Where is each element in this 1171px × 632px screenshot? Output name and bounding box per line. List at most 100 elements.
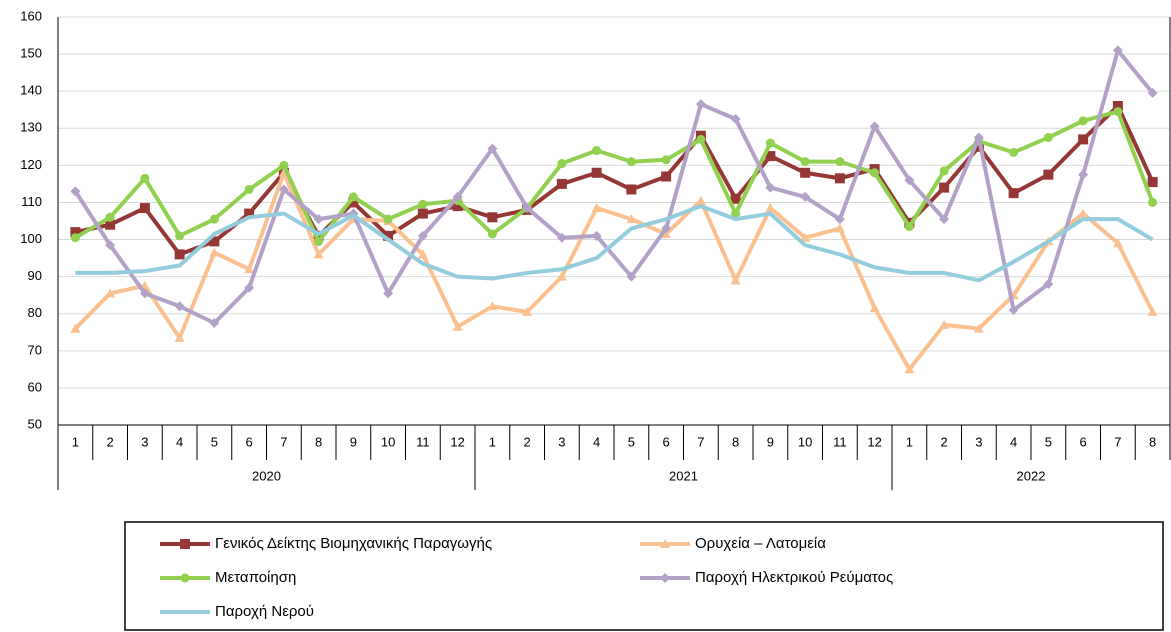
marker xyxy=(973,132,984,143)
marker xyxy=(139,203,150,214)
marker xyxy=(835,157,845,167)
marker xyxy=(626,184,637,195)
marker xyxy=(834,223,845,233)
x-tick-label: 1 xyxy=(72,434,79,449)
marker xyxy=(1078,208,1089,218)
marker xyxy=(313,214,324,225)
marker xyxy=(418,199,428,209)
y-tick-label: 100 xyxy=(20,231,42,246)
y-tick-label: 80 xyxy=(28,305,42,320)
year-label: 2022 xyxy=(1017,468,1046,483)
x-tick-label: 12 xyxy=(867,434,881,449)
marker xyxy=(939,214,950,225)
x-tick-label: 8 xyxy=(315,434,322,449)
x-tick-label: 5 xyxy=(1045,434,1052,449)
y-tick-label: 50 xyxy=(28,416,42,431)
legend: Γενικός Δείκτης Βιομηχανικής Παραγωγής Ορ… xyxy=(160,535,893,620)
marker xyxy=(1112,101,1123,112)
marker xyxy=(314,236,324,246)
y-tick-label: 140 xyxy=(20,83,42,98)
series-line xyxy=(75,204,1154,283)
y-tick-label: 150 xyxy=(20,46,42,61)
marker xyxy=(1043,133,1053,143)
x-tick-label: 12 xyxy=(450,434,464,449)
marker xyxy=(556,178,567,189)
marker xyxy=(765,151,776,162)
marker xyxy=(1147,88,1158,99)
marker xyxy=(556,271,567,281)
x-tick-label: 2 xyxy=(524,434,531,449)
x-tick-label: 11 xyxy=(833,434,847,449)
marker xyxy=(174,301,185,312)
x-tick-label: 2 xyxy=(107,434,114,449)
marker xyxy=(695,99,706,110)
marker xyxy=(696,134,706,144)
marker xyxy=(834,173,845,184)
y-tick-label: 120 xyxy=(20,157,42,172)
x-tick-label: 7 xyxy=(280,434,287,449)
marker xyxy=(105,212,115,222)
series-line xyxy=(73,170,1155,372)
marker xyxy=(487,229,497,239)
x-tick-label: 5 xyxy=(211,434,218,449)
marker xyxy=(452,321,463,331)
x-tick-label: 6 xyxy=(663,434,670,449)
marker xyxy=(557,159,567,169)
marker xyxy=(904,175,915,186)
marker xyxy=(661,223,672,234)
marker xyxy=(209,214,219,224)
marker xyxy=(487,301,498,311)
marker xyxy=(661,155,671,165)
marker xyxy=(591,167,602,178)
marker xyxy=(174,249,185,260)
legend-marker xyxy=(180,539,190,549)
marker xyxy=(279,160,289,170)
legend-label: Μεταποίηση xyxy=(215,569,296,586)
marker xyxy=(70,233,80,243)
marker xyxy=(140,173,150,183)
marker xyxy=(870,168,880,178)
legend-label: Γενικός Δείκτης Βιομηχανικής Παραγωγής xyxy=(215,535,492,552)
marker xyxy=(244,282,255,293)
x-tick-label: 11 xyxy=(416,434,430,449)
x-tick-label: 6 xyxy=(246,434,253,449)
marker xyxy=(765,182,776,193)
marker xyxy=(939,166,949,176)
marker xyxy=(175,231,185,241)
marker xyxy=(1078,116,1088,126)
x-tick-label: 3 xyxy=(141,434,148,449)
marker xyxy=(800,157,810,167)
marker xyxy=(383,288,394,299)
marker xyxy=(800,167,811,178)
legend-label: Ορυχεία – Λατομεία xyxy=(695,535,826,552)
x-tick-label: 8 xyxy=(1149,434,1156,449)
marker xyxy=(1008,188,1019,199)
legend-marker xyxy=(660,539,670,548)
marker xyxy=(765,138,775,148)
x-tick-label: 3 xyxy=(558,434,565,449)
marker xyxy=(626,157,636,167)
x-tick-label: 10 xyxy=(798,434,812,449)
marker xyxy=(313,249,324,259)
marker xyxy=(139,288,150,299)
marker xyxy=(209,247,220,257)
marker xyxy=(348,192,358,202)
marker xyxy=(209,236,220,247)
x-tick-label: 9 xyxy=(767,434,774,449)
marker xyxy=(174,332,185,342)
marker xyxy=(1147,306,1158,316)
marker xyxy=(1147,177,1158,188)
marker xyxy=(1148,197,1158,207)
x-tick-label: 4 xyxy=(176,434,183,449)
marker xyxy=(487,143,498,154)
y-tick-label: 70 xyxy=(28,342,42,357)
marker xyxy=(800,191,811,202)
y-tick-label: 130 xyxy=(20,120,42,135)
marker xyxy=(834,214,845,225)
x-tick-label: 2 xyxy=(941,434,948,449)
x-tick-label: 7 xyxy=(1114,434,1121,449)
y-tick-label: 110 xyxy=(21,194,42,209)
marker xyxy=(973,323,984,333)
marker xyxy=(1078,169,1089,180)
x-tick-label: 1 xyxy=(906,434,913,449)
